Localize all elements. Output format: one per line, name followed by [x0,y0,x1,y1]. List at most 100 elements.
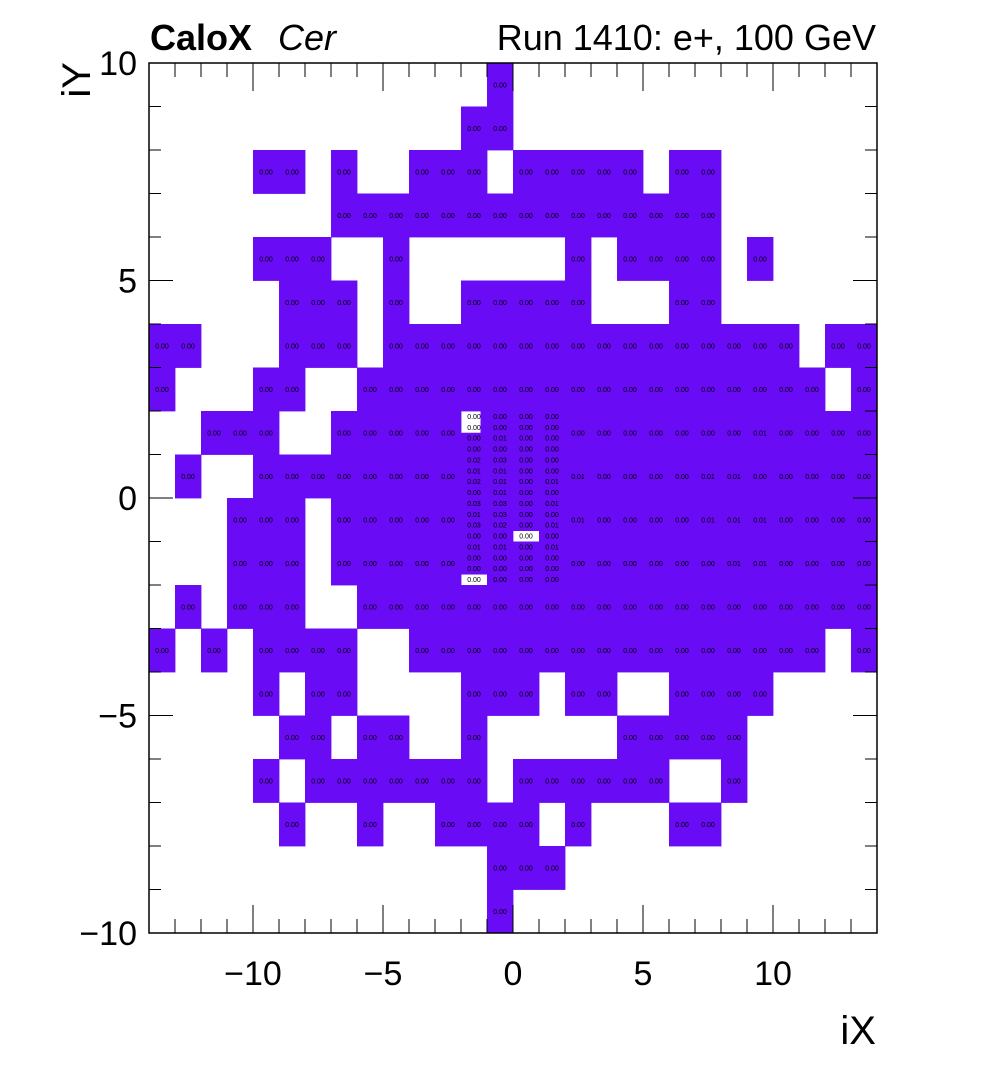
heatmap-cell [461,759,488,803]
heatmap-fine-cell [539,454,546,466]
fine-cell-value-label: 0.00 [545,447,559,454]
cell-value-label: 0.00 [493,300,507,307]
heatmap-cell [799,454,826,499]
cell-value-label: 0.00 [831,517,845,524]
heatmap-fine-cell [513,432,520,445]
cell-value-label: 0.00 [597,169,611,176]
heatmap-cell [669,367,696,412]
heatmap-cell [799,585,826,629]
heatmap-cell [331,672,358,716]
heatmap-cell [695,411,722,455]
cells-layer [149,63,878,934]
heatmap-fine-cell [480,411,488,423]
heatmap-fine-cell [513,574,520,586]
heatmap-cell [175,324,202,368]
cell-value-label: 0.00 [753,474,767,481]
heatmap-fine-cell [545,552,553,564]
cell-value-label: 0.00 [493,387,507,394]
cell-value-label: 0.00 [571,387,585,394]
heatmap-fine-cell [526,432,533,445]
cell-value-label: 0.01 [753,430,767,437]
heatmap-fine-cell [506,443,514,455]
fine-cell-value-label: 0.00 [519,414,533,421]
cell-value-label: 0.00 [857,561,871,568]
heatmap-cell [383,498,410,542]
fine-cell-value-label: 0.00 [519,490,533,497]
cell-value-label: 0.00 [753,256,767,263]
heatmap-cell [669,628,696,673]
heatmap-fine-cell [519,498,527,510]
heatmap-fine-cell [487,563,494,575]
heatmap-fine-cell [552,432,559,445]
cell-value-label: 0.00 [363,735,377,742]
cell-value-label: 0.00 [519,213,533,220]
cell-value-label: 0.01 [753,517,767,524]
heatmap-cell [279,585,306,629]
heatmap-cell [175,454,202,499]
cell-value-label: 0.00 [337,561,351,568]
heatmap-cell [253,411,280,455]
cell-value-label: 0.00 [649,474,663,481]
cell-value-label: 0.00 [571,343,585,350]
fine-cell-value-label: 0.03 [493,512,507,519]
heatmap-cell [513,628,540,673]
heatmap-fine-cell [506,530,514,542]
cell-value-label: 0.00 [493,343,507,350]
fine-cell-value-label: 0.01 [493,490,507,497]
heatmap-fine-cell [526,487,533,499]
cell-value-label: 0.00 [623,517,637,524]
heatmap-fine-cell [513,519,520,532]
fine-cell-value-label: 0.02 [467,457,481,464]
heatmap-fine-cell [545,530,553,542]
heatmap-fine-cell [467,454,475,466]
cell-value-label: 0.00 [545,604,559,611]
cell-value-label: 0.00 [675,213,689,220]
cell-value-label: 0.00 [597,648,611,655]
y-axis-title: iY [55,62,99,98]
heatmap-cell [383,324,410,368]
cell-value-label: 0.00 [623,648,637,655]
cell-value-label: 0.00 [259,561,273,568]
heatmap-fine-cell [539,519,546,532]
cell-value-label: 0.00 [441,474,455,481]
heatmap-cell [539,628,566,673]
cell-value-label: 0.00 [753,648,767,655]
heatmap-cell [279,367,306,412]
heatmap-fine-cell [493,411,501,423]
heatmap-cell [279,541,306,586]
cell-value-label: 0.00 [259,169,273,176]
heatmap-cell [721,324,748,368]
heatmap-fine-cell [461,519,468,532]
heatmap-fine-cell [461,530,468,542]
cell-value-label: 0.00 [259,604,273,611]
heatmap-cell [565,802,592,847]
cell-value-label: 0.00 [831,343,845,350]
heatmap-fine-cell [461,476,468,488]
cell-value-label: 0.00 [831,430,845,437]
heatmap-cell [513,846,540,890]
heatmap-cell [435,759,462,803]
heatmap-cell [591,759,618,803]
heatmap-cell [825,411,852,455]
heatmap-cell [643,498,670,542]
cell-value-label: 0.00 [493,865,507,872]
cell-value-label: 0.00 [467,648,481,655]
heatmap-cell [773,367,800,412]
heatmap-cell [461,585,488,629]
cell-value-label: 0.00 [805,517,819,524]
cell-value-label: 0.00 [701,213,715,220]
heatmap-fine-cell [500,541,507,553]
heatmap-cell [461,193,488,238]
heatmap-cell [487,889,514,934]
heatmap-cell [617,498,644,542]
heatmap-fine-cell [506,552,514,564]
cell-value-label: 0.00 [545,300,559,307]
heatmap-cell [825,454,852,499]
heatmap-fine-cell [558,411,566,423]
cell-value-label: 0.00 [467,735,481,742]
heatmap-cell [357,498,384,542]
heatmap-fine-cell [487,519,494,532]
heatmap-fine-cell [552,487,559,499]
cell-value-label: 0.00 [389,474,403,481]
heatmap-fine-cell [532,432,540,445]
